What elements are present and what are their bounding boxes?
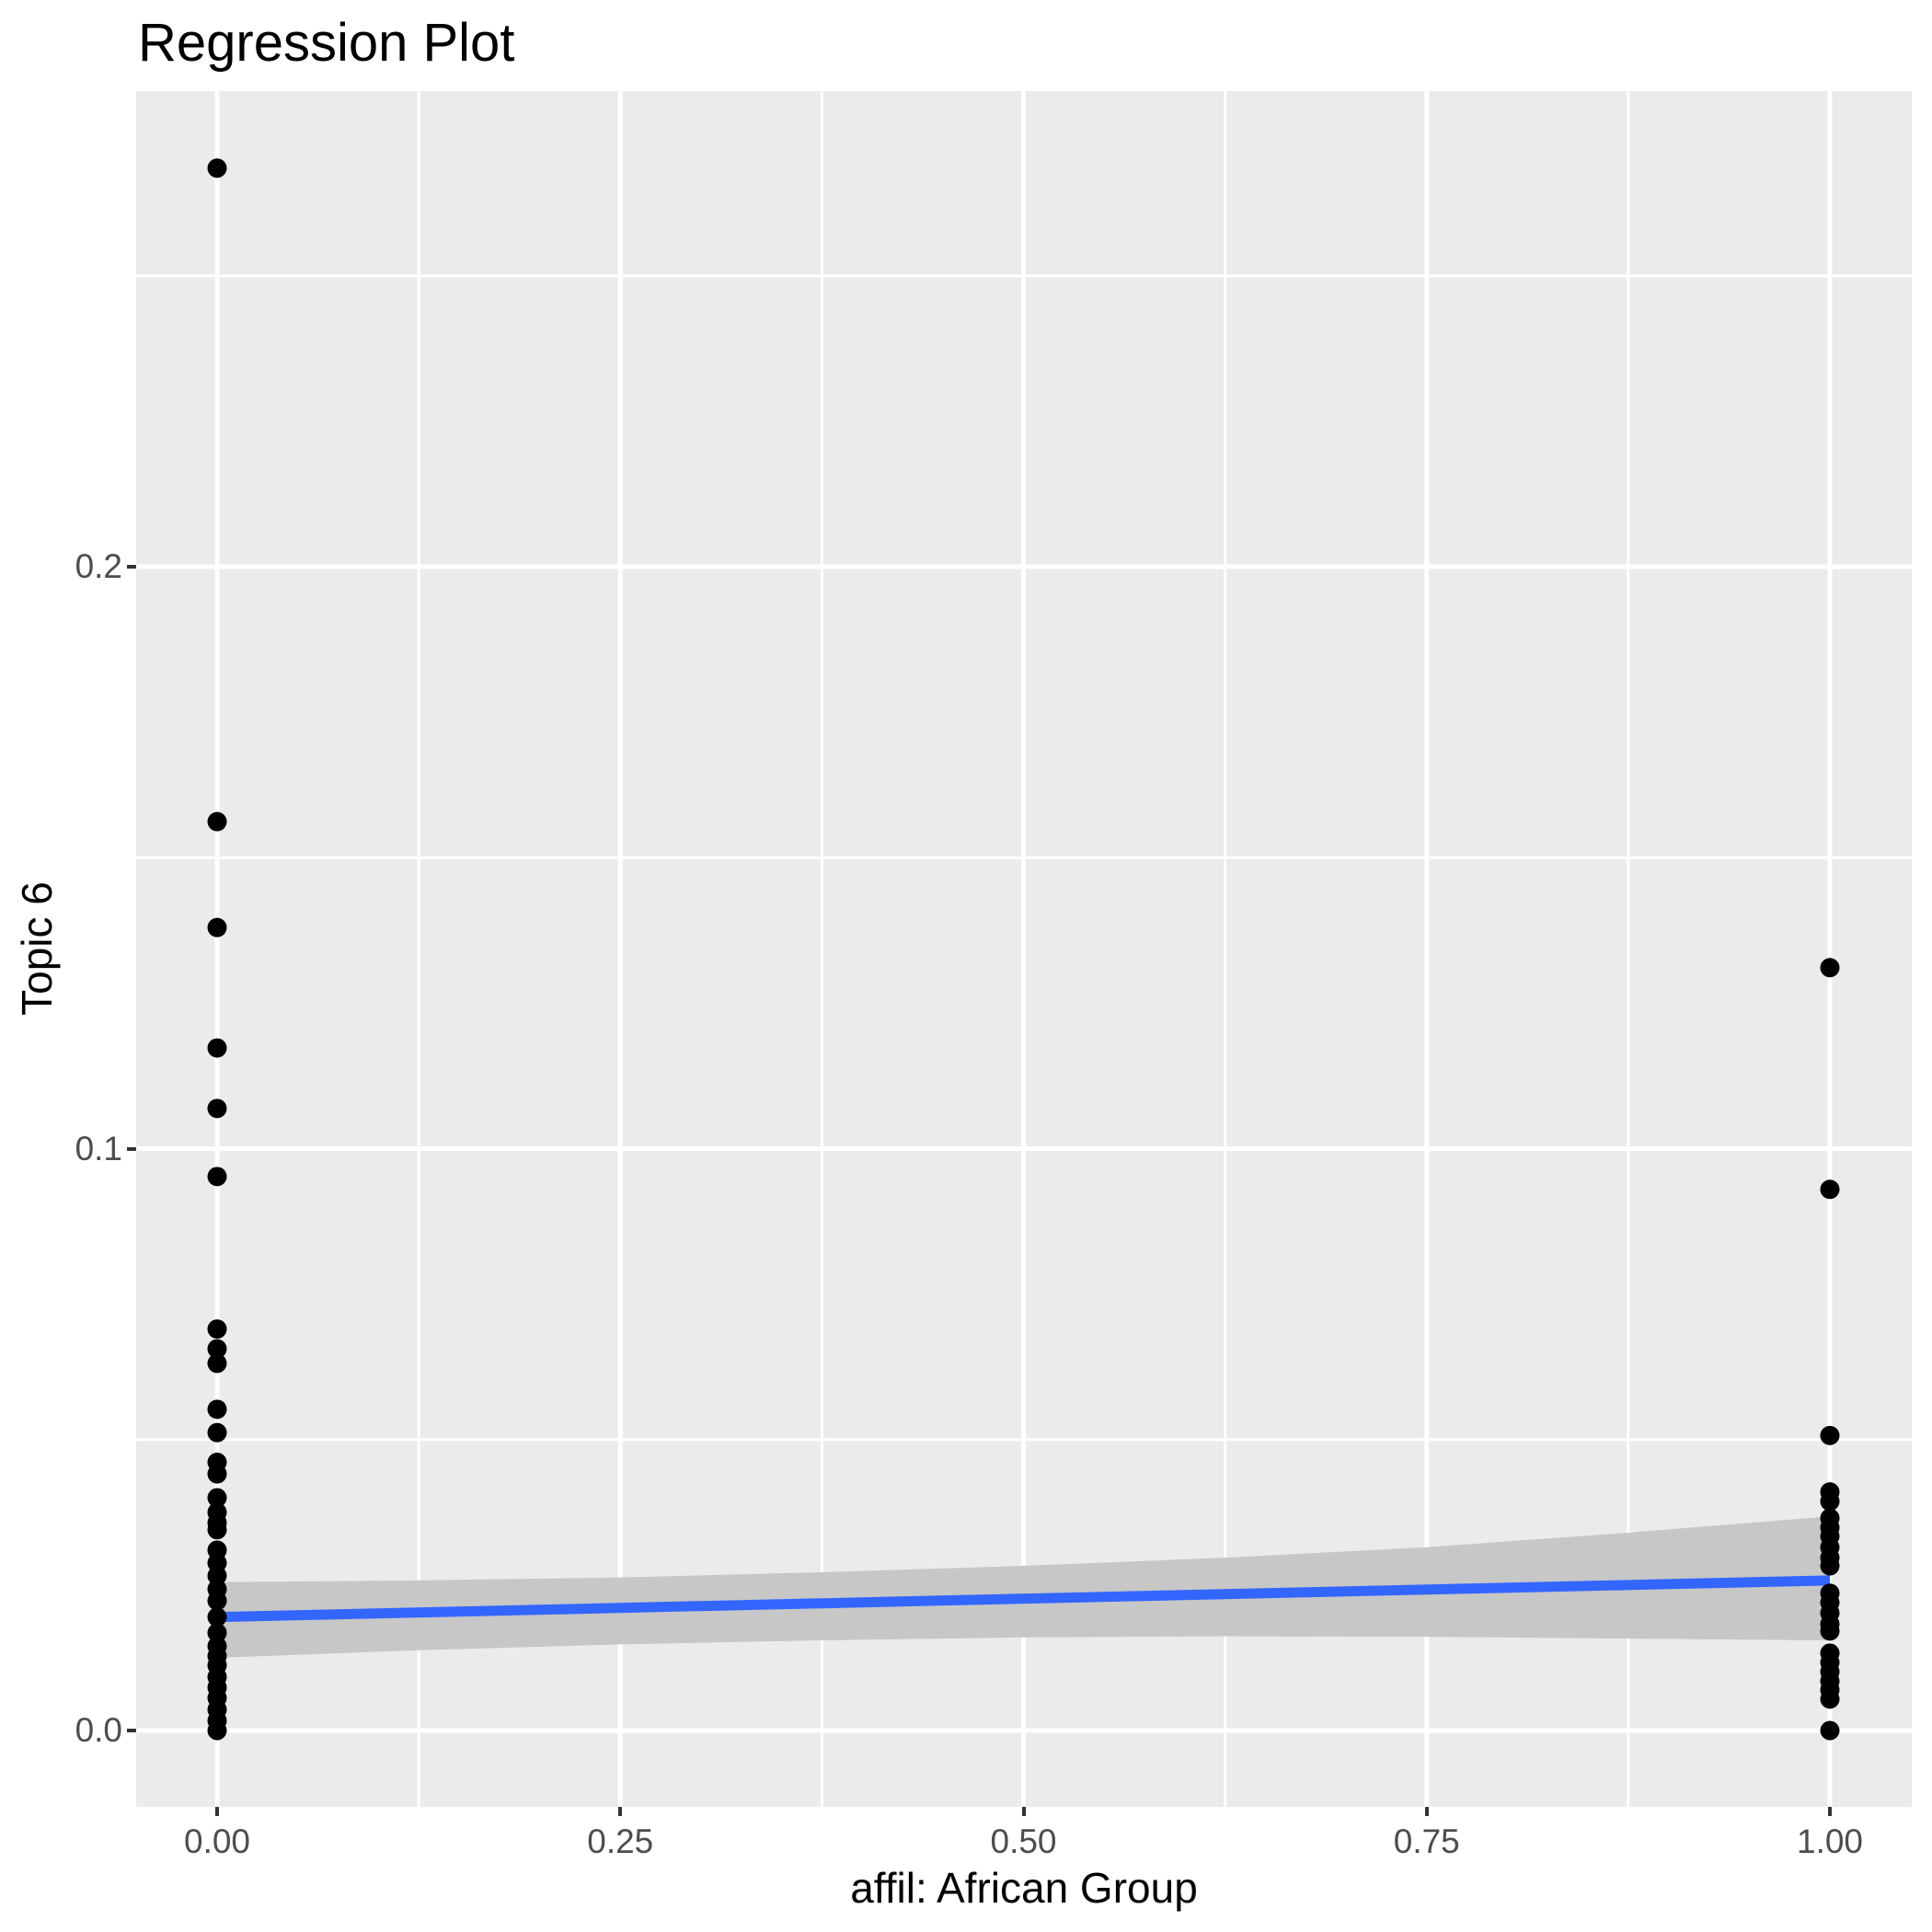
x-tick-label: 0.50 (990, 1823, 1057, 1860)
scatter-point (207, 1623, 227, 1643)
scatter-point (207, 1520, 227, 1540)
confidence-band (217, 1516, 1830, 1658)
scatter-point (207, 1488, 227, 1508)
scatter-point (207, 1319, 227, 1340)
y-axis-title: Topic 6 (13, 881, 61, 1016)
scatter-point (207, 811, 227, 832)
x-tick-mark (215, 1807, 219, 1816)
y-tick-mark (127, 1729, 136, 1732)
scatter-point (207, 1098, 227, 1119)
x-tick-label: 0.25 (587, 1823, 654, 1860)
scatter-point (1820, 1491, 1840, 1512)
scatter-point (207, 158, 227, 178)
plot-title: Regression Plot (138, 13, 515, 73)
y-tick-label: 0.1 (75, 1129, 122, 1167)
scatter-point (207, 1038, 227, 1058)
scatter-point (207, 1720, 227, 1741)
x-tick-label: 0.75 (1393, 1823, 1460, 1860)
scatter-point (1820, 1179, 1840, 1200)
scatter-point (1820, 958, 1840, 978)
scatter-point (1820, 1720, 1840, 1741)
plot-panel (136, 91, 1912, 1807)
scatter-point (207, 1607, 227, 1627)
y-tick-mark (127, 1146, 136, 1151)
scatter-point (1820, 1621, 1840, 1641)
scatter-point (207, 1167, 227, 1187)
x-tick-label: 0.00 (183, 1823, 251, 1860)
x-tick-label: 1.00 (1796, 1823, 1864, 1860)
scatter-point (207, 917, 227, 937)
x-axis-title: affil: African Group (850, 1864, 1198, 1912)
scatter-point (1820, 1425, 1840, 1445)
scatter-point (207, 1399, 227, 1420)
regression-line (216, 1575, 1831, 1623)
x-tick-mark (618, 1807, 623, 1816)
plot-canvas (136, 91, 1912, 1807)
y-tick-label: 0.0 (75, 1711, 122, 1749)
scatter-point (207, 1339, 227, 1359)
scatter-point (207, 1591, 227, 1611)
x-tick-mark (1424, 1807, 1429, 1816)
y-tick-label: 0.2 (75, 547, 122, 585)
scatter-point (207, 1464, 227, 1484)
scatter-point (1820, 1556, 1840, 1576)
scatter-point (207, 1353, 227, 1374)
scatter-point (207, 1566, 227, 1586)
x-tick-mark (1021, 1807, 1026, 1816)
x-tick-mark (1828, 1807, 1832, 1816)
scatter-point (207, 1422, 227, 1443)
scatter-point (1820, 1689, 1840, 1709)
y-tick-mark (127, 565, 136, 569)
